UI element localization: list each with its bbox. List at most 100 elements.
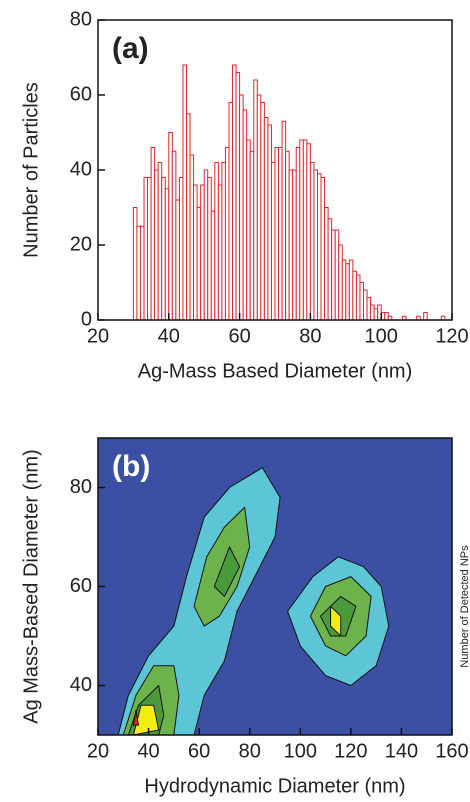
bar [341, 259, 347, 320]
contour-region [330, 605, 342, 637]
x-tick-label: 20 [87, 325, 109, 347]
bar [387, 315, 393, 320]
bar [338, 244, 343, 320]
x-tick-label: 120 [435, 325, 468, 347]
bar [217, 184, 223, 320]
bar [147, 177, 152, 320]
colorbar-label: Number of Detected NPs [459, 545, 470, 668]
bar [274, 147, 280, 320]
bar [316, 173, 322, 320]
x-tick-label: 120 [334, 740, 367, 762]
bar [203, 169, 209, 320]
x-tick-label: 100 [365, 325, 398, 347]
bar [331, 229, 336, 320]
x-axis-label: Ag-Mass Based Diameter (nm) [138, 360, 413, 382]
bar [334, 229, 340, 320]
y-tick-label: 60 [70, 575, 92, 597]
x-tick-label: 160 [435, 740, 468, 762]
bar [178, 177, 184, 320]
bar [267, 124, 272, 320]
bar [355, 274, 361, 320]
bar [327, 218, 333, 320]
bar [313, 169, 318, 320]
bar [221, 162, 226, 320]
bar [253, 79, 258, 320]
bar [260, 102, 265, 320]
x-tick-label: 60 [188, 740, 210, 762]
bar [154, 169, 159, 320]
bar [256, 94, 262, 320]
bar [200, 184, 205, 320]
bar [132, 207, 138, 320]
bar [373, 308, 379, 320]
bar [299, 139, 304, 320]
bar [246, 139, 251, 320]
y-tick-label: 60 [70, 83, 92, 105]
x-tick-label: 80 [239, 740, 261, 762]
x-tick-label: 60 [228, 325, 250, 347]
bar [143, 177, 149, 320]
contour-region [132, 704, 160, 735]
bar [189, 154, 195, 320]
y-tick-label: 80 [70, 476, 92, 498]
bar [239, 94, 244, 320]
bar [196, 207, 202, 320]
bar [164, 188, 170, 320]
y-tick-label: 20 [70, 233, 92, 255]
bar [136, 225, 141, 320]
bar [423, 312, 428, 320]
x-tick-label: 100 [284, 740, 317, 762]
bar [345, 263, 350, 320]
panel-label: (a) [112, 32, 149, 65]
bar [306, 143, 311, 320]
x-tick-label: 20 [87, 740, 109, 762]
bar [292, 169, 297, 320]
panel-label: (b) [112, 450, 150, 483]
bar [228, 102, 234, 320]
bar [288, 169, 294, 320]
y-tick-label: 80 [70, 8, 92, 30]
bar [150, 147, 156, 320]
bar [242, 109, 248, 320]
bar [182, 64, 188, 320]
bar [278, 147, 283, 320]
bar [175, 199, 180, 320]
bar [161, 177, 166, 320]
bar [210, 210, 216, 320]
x-tick-label: 40 [158, 325, 180, 347]
contour-region [132, 709, 139, 726]
bar [157, 162, 163, 320]
bar [320, 177, 326, 320]
bar [232, 64, 237, 320]
bar [440, 315, 446, 320]
bar [263, 117, 269, 320]
x-tick-label: 80 [299, 325, 321, 347]
bar [168, 132, 173, 320]
bar [171, 150, 177, 320]
y-axis-label: Ag Mass-Based Diameter (nm) [20, 449, 42, 724]
bar [363, 289, 368, 320]
bar [324, 207, 329, 320]
bar [348, 259, 354, 320]
bar [370, 304, 375, 320]
bar [295, 147, 301, 320]
bar [401, 315, 407, 320]
bar [214, 162, 219, 320]
y-tick-label: 40 [70, 158, 92, 180]
bar [281, 120, 287, 320]
bar [270, 162, 276, 320]
x-tick-label: 140 [385, 740, 418, 762]
y-tick-label: 0 [81, 308, 92, 330]
bar [249, 150, 255, 320]
bar [285, 150, 290, 320]
bar [366, 297, 372, 320]
y-tick-label: 40 [70, 674, 92, 696]
bar [224, 147, 230, 320]
bar [352, 270, 357, 320]
bar [416, 315, 421, 320]
bar [302, 139, 308, 320]
bar [207, 177, 212, 320]
y-axis-label: Number of Particles [20, 82, 42, 258]
bar [359, 282, 364, 320]
